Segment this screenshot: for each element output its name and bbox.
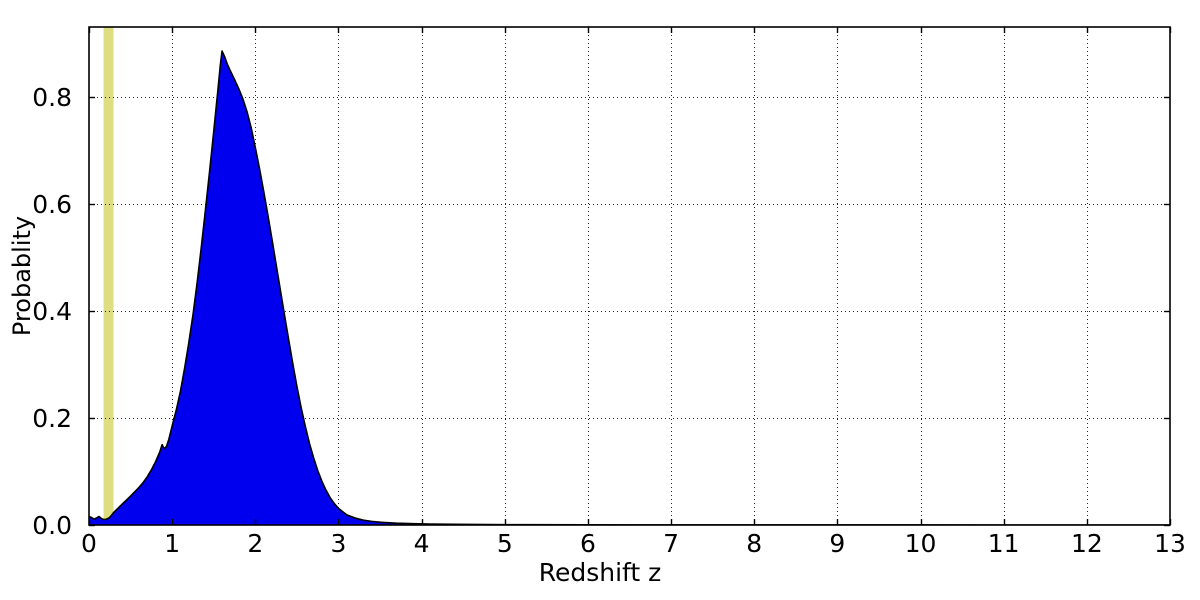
x-tick-label: 11 (987, 529, 1020, 558)
redshift-marker-band (103, 27, 114, 525)
y-tick-label: 0.4 (32, 296, 72, 326)
x-tick-label: 3 (330, 529, 347, 558)
x-tick-label: 9 (829, 529, 846, 558)
series-outline (89, 50, 1170, 525)
x-tick-label: 8 (746, 529, 763, 558)
y-tick-label: 0.0 (32, 511, 72, 540)
series-area-fill (89, 51, 1170, 525)
x-tick-label: 6 (579, 529, 596, 558)
axes-frame (88, 26, 1171, 526)
y-tick-label: 0.8 (32, 82, 72, 112)
x-tick-label: 10 (904, 529, 937, 558)
x-tick-label: 13 (1154, 529, 1186, 558)
y-tick-label: 0.6 (32, 189, 72, 219)
y-axis-tick-labels: 0.0 0.2 0.4 0.6 0.8 (0, 0, 80, 600)
x-tick-label: 2 (247, 529, 264, 558)
tick-marks (88, 27, 1172, 527)
x-tick-label: 12 (1070, 529, 1103, 558)
x-tick-label: 0 (81, 529, 97, 558)
y-axis-label: Probablity (8, 215, 36, 337)
annotation-layer (103, 27, 114, 525)
x-tick-label: 1 (164, 529, 181, 558)
x-axis-label: Redshift z (538, 558, 662, 587)
x-tick-label: 4 (413, 529, 430, 558)
x-tick-label: 5 (496, 529, 513, 558)
data-series-layer (89, 50, 1170, 525)
x-tick-label: 7 (663, 529, 680, 558)
y-tick-label: 0.2 (32, 403, 72, 433)
